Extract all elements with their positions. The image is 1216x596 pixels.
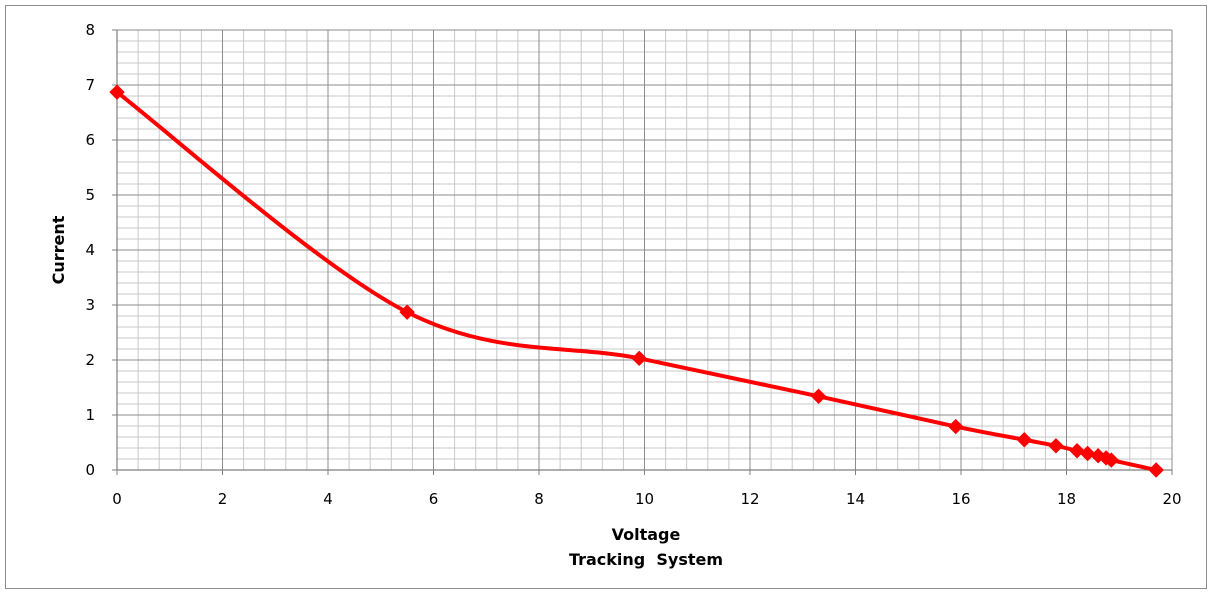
x-tick-label: 12 [740,490,759,508]
x-tick-label: 10 [635,490,654,508]
data-point-marker [109,84,125,100]
data-point-marker [631,350,647,367]
x-tick-label: 6 [429,490,439,508]
chart-subtitle: Tracking System [569,550,723,569]
data-point-marker [1048,438,1064,454]
y-tick-label: 3 [85,296,95,314]
y-tick-label: 2 [85,351,95,369]
x-tick-label: 14 [846,490,865,508]
y-tick-label: 6 [85,131,95,149]
x-tick-label: 4 [323,490,333,508]
data-point-marker [948,418,964,435]
data-point-marker [1148,462,1164,478]
y-tick-label: 1 [85,406,95,424]
y-tick-labels: 0 1 2 3 4 5 6 7 8 [85,21,95,479]
data-point-marker [1016,432,1033,448]
x-tick-label: 20 [1162,490,1181,508]
series-line [115,90,1159,472]
x-axis-title: Voltage [612,525,681,544]
x-tick-label: 16 [951,490,970,508]
x-tick-labels: 0 2 4 6 8 10 12 14 16 18 20 [112,490,1181,508]
y-tick-label: 7 [85,76,95,94]
axes [112,29,1173,475]
y-axis-title: Current [49,215,68,284]
y-tick-label: 4 [85,241,95,259]
data-point-marker [1103,452,1120,468]
data-point-marker [810,388,827,405]
data-point-marker [399,304,415,320]
y-tick-label: 8 [85,21,95,39]
x-tick-label: 8 [534,490,544,508]
chart-frame [5,5,1207,589]
x-tick-label: 2 [218,490,228,508]
x-tick-label: 18 [1057,490,1076,508]
series-layer [109,84,1164,478]
y-tick-label: 0 [85,461,95,479]
y-tick-label: 5 [85,186,95,204]
data-point-marker [1069,443,1085,459]
data-point-marker [1079,445,1096,462]
x-tick-label: 0 [112,490,122,508]
